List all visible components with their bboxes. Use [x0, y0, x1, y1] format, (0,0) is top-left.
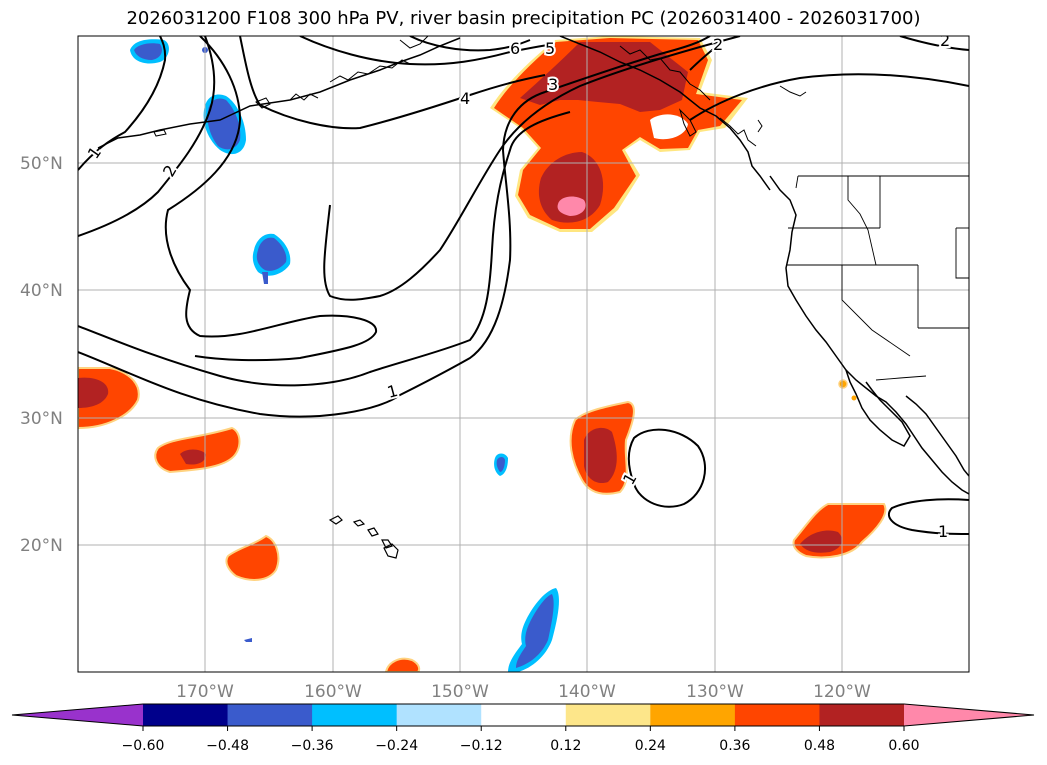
- map-frame: [77, 35, 970, 673]
- pv-contour-se: [887, 498, 969, 535]
- pv-contour-1-main: [78, 91, 546, 418]
- pv-contour-6: [409, 36, 531, 52]
- colorbar-tick-label: 0.36: [719, 738, 750, 754]
- contour-label-3: 3: [548, 75, 558, 94]
- pv-contour-5: [299, 36, 556, 66]
- contour-label-4: 4: [460, 89, 470, 108]
- lat-tick-30n: 30°N: [20, 409, 63, 429]
- pv-contour-ne-corner: [899, 36, 969, 51]
- colorbar-tick-label: 0.24: [635, 738, 666, 754]
- contour-label-5: 5: [545, 39, 555, 58]
- pv-contour-2-west: [78, 36, 216, 237]
- lon-tick-140w: 140°W: [558, 682, 616, 702]
- pv-contour-east-long: [689, 73, 969, 121]
- colorbar-segment: [734, 704, 820, 726]
- precip-positive-28n-140w: [569, 400, 635, 495]
- precip-negative-43n-165w: [252, 233, 291, 284]
- lon-tick-170w: 170°W: [176, 682, 234, 702]
- pv-contour-2-main: [78, 111, 571, 387]
- colorbar-ticks: −0.60 −0.48 −0.36 −0.24 −0.12 0.12 0.24 0.36 0.4…: [122, 726, 920, 754]
- colorbar-segment: [312, 704, 398, 726]
- gridlines: [78, 36, 969, 672]
- coastlines: [97, 36, 969, 495]
- pv-contour-1-nw: [78, 36, 167, 171]
- contour-label-6: 6: [510, 39, 520, 58]
- colorbar-tick-label: −0.48: [206, 738, 249, 754]
- colorbar-tick-label: −0.12: [460, 738, 503, 754]
- lon-tick-150w: 150°W: [431, 682, 489, 702]
- colorbar-tick-label: 0.48: [804, 738, 835, 754]
- precip-shading: [78, 36, 887, 672]
- colorbar-tick-label: −0.60: [122, 738, 165, 754]
- precip-positive-baja: [838, 379, 857, 401]
- colorbar-segment: [819, 704, 905, 726]
- colorbar-segment: [565, 704, 651, 726]
- precip-negative-27n-147w: [494, 453, 508, 476]
- colorbar-tick-label: −0.24: [375, 738, 418, 754]
- lat-tick-20n: 20°N: [20, 536, 63, 556]
- lon-tick-120w: 120°W: [813, 682, 871, 702]
- precip-negative-north-left: [130, 39, 208, 64]
- colorbar-segments: [143, 704, 905, 726]
- colorbar-extend-left: [12, 704, 143, 726]
- colorbar-segment: [481, 704, 567, 726]
- precip-negative-12n-145w: [508, 588, 559, 672]
- colorbar: −0.60 −0.48 −0.36 −0.24 −0.12 0.12 0.24 0.36 0.4…: [11, 703, 1035, 754]
- contour-label-2-ne: 2: [713, 35, 723, 54]
- map-panel: 1 2 6 5 4 3 2 2 1 1 1: [78, 31, 969, 672]
- lon-tick-130w: 130°W: [686, 682, 744, 702]
- precip-positive-20n-122w: [792, 503, 887, 559]
- pv-contour-4: [239, 36, 546, 130]
- lat-tick-labels: 50°N 40°N 30°N 20°N: [20, 154, 63, 556]
- lon-tick-160w: 160°W: [304, 682, 362, 702]
- precip-positive-bottom: [384, 657, 421, 672]
- map-title: 2026031200 F108 300 hPa PV, river basin …: [126, 8, 921, 29]
- lon-tick-labels: 170°W 160°W 150°W 140°W 130°W 120°W: [176, 682, 871, 702]
- colorbar-segment: [227, 704, 313, 726]
- pv-contour-2-ne: [689, 41, 723, 71]
- colorbar-segment: [650, 704, 736, 726]
- colorbar-tick-label: 0.12: [550, 738, 581, 754]
- colorbar-segment: [396, 704, 482, 726]
- contour-label-2-corner: 2: [940, 31, 950, 50]
- pv-contour-e1: [544, 36, 711, 93]
- pv-contour-3: [323, 36, 741, 301]
- colorbar-tick-label: −0.36: [291, 738, 334, 754]
- precip-positive-27n-170w: [154, 426, 241, 474]
- precip-negative-small: [244, 638, 252, 642]
- precip-positive-19n-166w: [225, 534, 280, 581]
- contour-label-1-se: 1: [938, 522, 948, 541]
- pv-contours: [78, 36, 969, 535]
- pv-contour-hook: [164, 36, 377, 362]
- hawaiian-islands: [328, 515, 399, 559]
- colorbar-extend-right: [904, 704, 1034, 726]
- pv-contour-closed-27n: [627, 428, 707, 508]
- political-boundaries: [786, 175, 969, 381]
- precip-positive-west-edge: [78, 367, 140, 430]
- lat-tick-40n: 40°N: [20, 281, 63, 301]
- colorbar-tick-label: 0.60: [888, 738, 919, 754]
- lat-tick-50n: 50°N: [20, 154, 63, 174]
- colorbar-segment: [143, 704, 229, 726]
